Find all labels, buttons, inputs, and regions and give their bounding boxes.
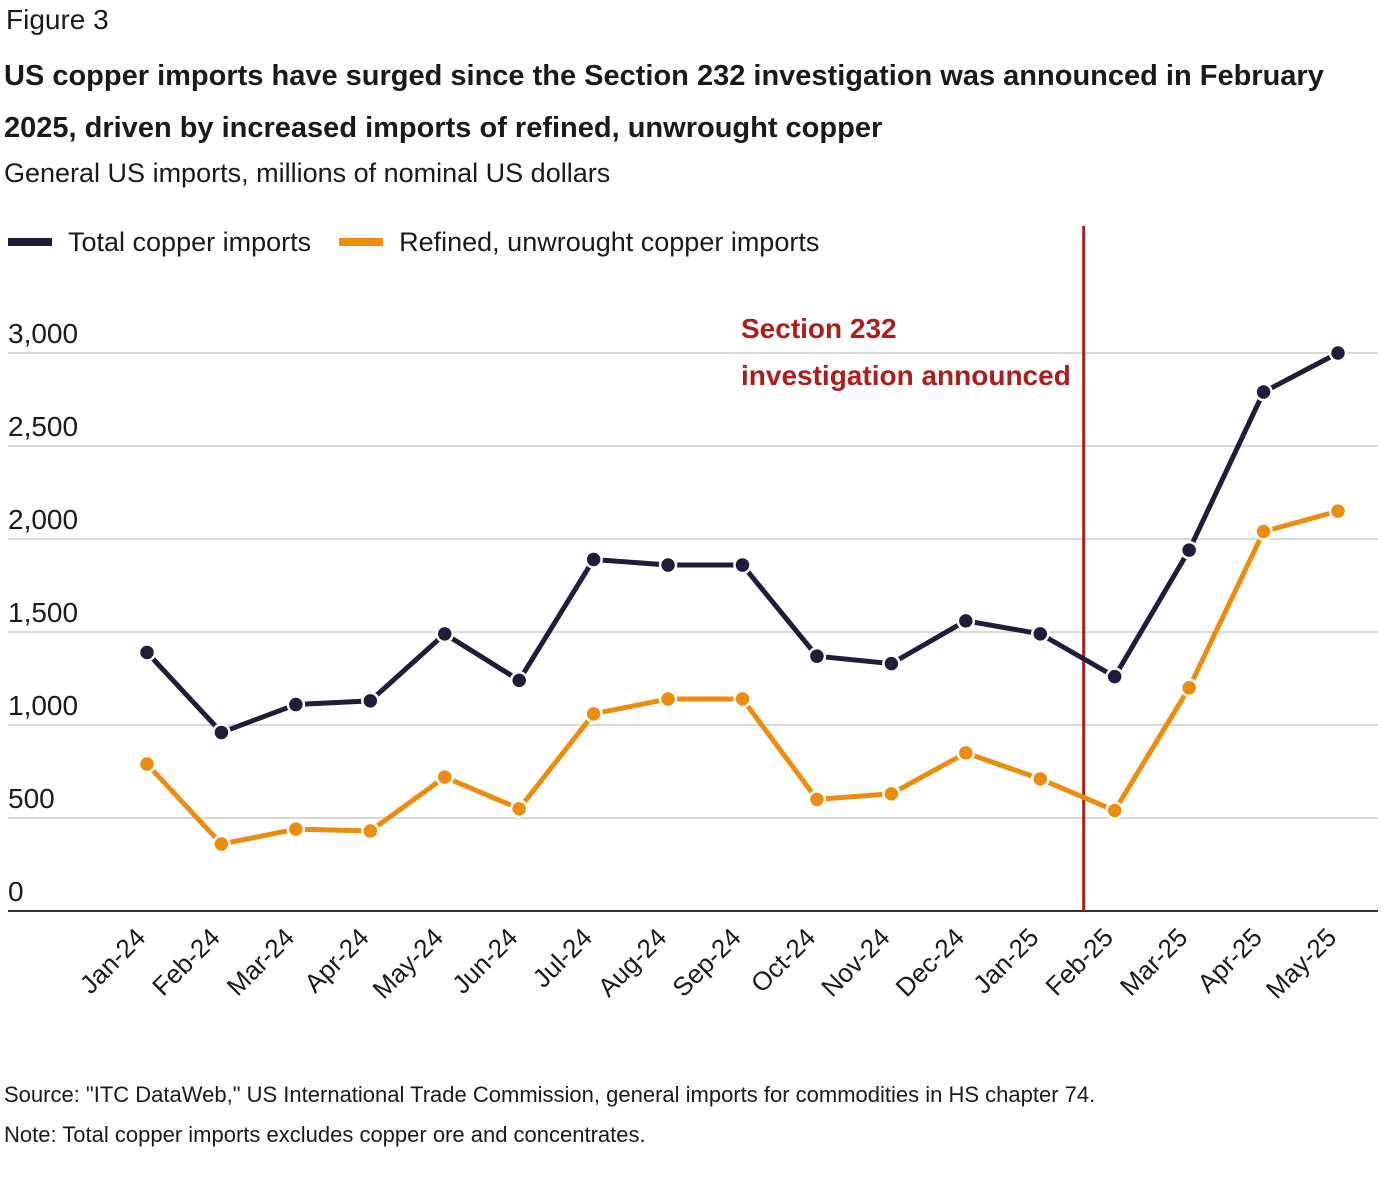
x-tick-label: Jun-24	[446, 922, 523, 999]
line-chart: 05001,0001,5002,0002,5003,000Jan-24Feb-2…	[8, 226, 1378, 1005]
y-tick-label: 500	[8, 783, 55, 814]
data-point-total	[733, 555, 752, 575]
data-point-total	[509, 671, 529, 690]
data-point-refined	[1179, 678, 1199, 698]
legend-swatch-refined	[339, 238, 384, 246]
y-tick-label: 2,500	[8, 411, 78, 442]
x-tick-label: Jan-24	[74, 922, 151, 999]
x-tick-label: Nov-24	[815, 922, 895, 1002]
data-point-total	[137, 643, 157, 662]
data-point-total	[584, 550, 603, 569]
legend-label-total: Total copper imports	[68, 226, 312, 257]
x-tick-label: Mar-25	[1114, 922, 1193, 1001]
y-tick-label: 3,000	[8, 318, 78, 349]
legend-item-total: Total copper imports	[8, 227, 311, 258]
data-point-refined	[137, 754, 157, 774]
legend-item-refined: Refined, unwrought copper imports	[339, 227, 819, 258]
x-tick-label: May-25	[1260, 922, 1343, 1005]
x-tick-label: Dec-24	[890, 922, 970, 1002]
data-point-refined	[807, 790, 827, 809]
data-point-refined	[733, 689, 752, 709]
x-tick-label: Mar-24	[221, 922, 300, 1001]
legend: Total copper imports Refined, unwrought …	[8, 222, 847, 262]
data-point-refined	[1105, 801, 1124, 820]
data-point-refined	[212, 834, 231, 854]
data-point-total	[1179, 540, 1199, 560]
y-tick-label: 0	[8, 876, 24, 907]
y-tick-label: 1,000	[8, 690, 78, 721]
y-tick-label: 1,500	[8, 597, 78, 628]
data-point-total	[361, 691, 380, 711]
x-tick-label: Jul-24	[527, 922, 598, 993]
x-tick-label: Sep-24	[666, 922, 746, 1002]
data-point-total	[435, 624, 454, 644]
annotation-label: Section 232	[741, 313, 897, 344]
data-point-refined	[584, 704, 603, 724]
data-point-total	[956, 611, 976, 631]
data-point-total	[1031, 624, 1050, 644]
chart-title: US copper imports have surged since the …	[4, 60, 1324, 144]
data-point-refined	[1254, 522, 1273, 541]
data-point-total	[1328, 343, 1348, 363]
legend-label-refined: Refined, unwrought copper imports	[399, 226, 820, 257]
series-line-total	[144, 350, 1341, 735]
data-point-refined	[286, 819, 306, 839]
data-point-refined	[956, 743, 976, 763]
data-point-total	[212, 723, 231, 742]
x-tick-label: Jan-25	[967, 922, 1044, 999]
data-point-total	[1254, 382, 1273, 402]
x-tick-label: Feb-25	[1039, 922, 1118, 1001]
data-point-total	[658, 555, 678, 575]
data-point-refined	[1031, 769, 1050, 789]
data-point-refined	[658, 689, 678, 709]
data-point-total	[1105, 667, 1124, 686]
figure-label: Figure 3	[6, 4, 109, 35]
data-point-refined	[1328, 501, 1348, 521]
source-note: Source: "ITC DataWeb," US International …	[4, 1082, 1096, 1107]
legend-swatch-total	[8, 238, 52, 246]
x-tick-label: Feb-24	[146, 922, 225, 1001]
x-tick-label: Aug-24	[592, 922, 672, 1002]
data-point-total	[882, 654, 901, 673]
data-point-refined	[509, 799, 529, 818]
x-tick-label: Oct-24	[745, 922, 821, 998]
annotation-label: investigation announced	[741, 360, 1071, 391]
data-point-total	[286, 695, 306, 714]
data-point-refined	[882, 784, 901, 804]
footnote: Note: Total copper imports excludes copp…	[4, 1122, 646, 1147]
x-tick-label: Apr-24	[298, 922, 374, 998]
data-point-refined	[361, 821, 380, 841]
chart-subtitle: General US imports, millions of nominal …	[4, 158, 611, 188]
data-point-total	[807, 646, 827, 666]
data-point-refined	[435, 767, 454, 787]
x-tick-label: Apr-25	[1191, 922, 1267, 998]
y-tick-label: 2,000	[8, 504, 78, 535]
x-tick-label: May-24	[366, 922, 449, 1005]
